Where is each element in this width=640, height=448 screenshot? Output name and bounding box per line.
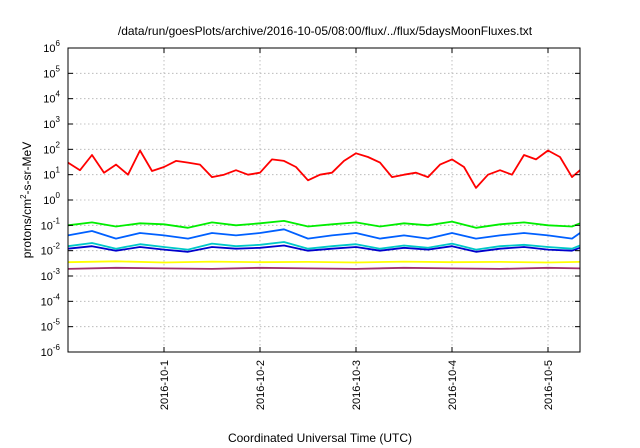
y-axis-label-rest: -s-sr-MeV [20,142,34,195]
series-line-4 [67,241,581,251]
y-tick-label: 10-5 [41,318,61,334]
grid-lines [68,48,580,352]
y-tick-label: 10-6 [41,343,61,359]
y-tick-label: 10-4 [41,292,61,308]
series-group [67,149,581,270]
y-tick-label: 104 [43,90,60,106]
x-tick-label: 2016-10-2 [255,360,267,410]
series-line-5 [67,244,581,253]
x-tick-label: 2016-10-3 [351,360,363,410]
x-axis-ticks: 2016-10-1 2016-10-2 2016-10-3 2016-10-4 2016… [159,48,555,410]
series-line-1 [67,149,581,189]
y-tick-label: 103 [43,115,60,131]
y-axis-label-exponent: 2 [19,194,28,199]
x-tick-label: 2016-10-4 [447,360,459,410]
y-tick-label: 10-3 [41,267,61,283]
y-tick-label: 10-1 [41,216,61,232]
series-line-3 [67,228,581,240]
x-tick-label: 2016-10-1 [159,360,171,410]
x-tick-label: 2016-10-5 [543,360,555,410]
y-tick-label: 101 [43,166,60,182]
series-line-2 [67,219,581,229]
x-axis-label: Coordinated Universal Time (UTC) [228,431,412,445]
series-line-6 [67,260,581,264]
y-axis-label-base: protons/cm [20,199,34,258]
chart-title: /data/run/goesPlots/archive/2016-10-05/0… [118,24,533,38]
y-tick-label: 106 [43,39,60,55]
y-tick-label: 10-2 [41,242,61,258]
y-tick-label: 100 [43,191,60,207]
series-line-7 [67,266,581,270]
y-axis-ticks: 10-6 10-5 10-4 10-3 10-2 10-1 100 101 102 103 104 1… [41,39,580,359]
y-tick-label: 105 [43,64,60,80]
y-tick-label: 102 [43,140,60,156]
y-axis-label: protons/cm2-s-sr-MeV [19,142,34,258]
